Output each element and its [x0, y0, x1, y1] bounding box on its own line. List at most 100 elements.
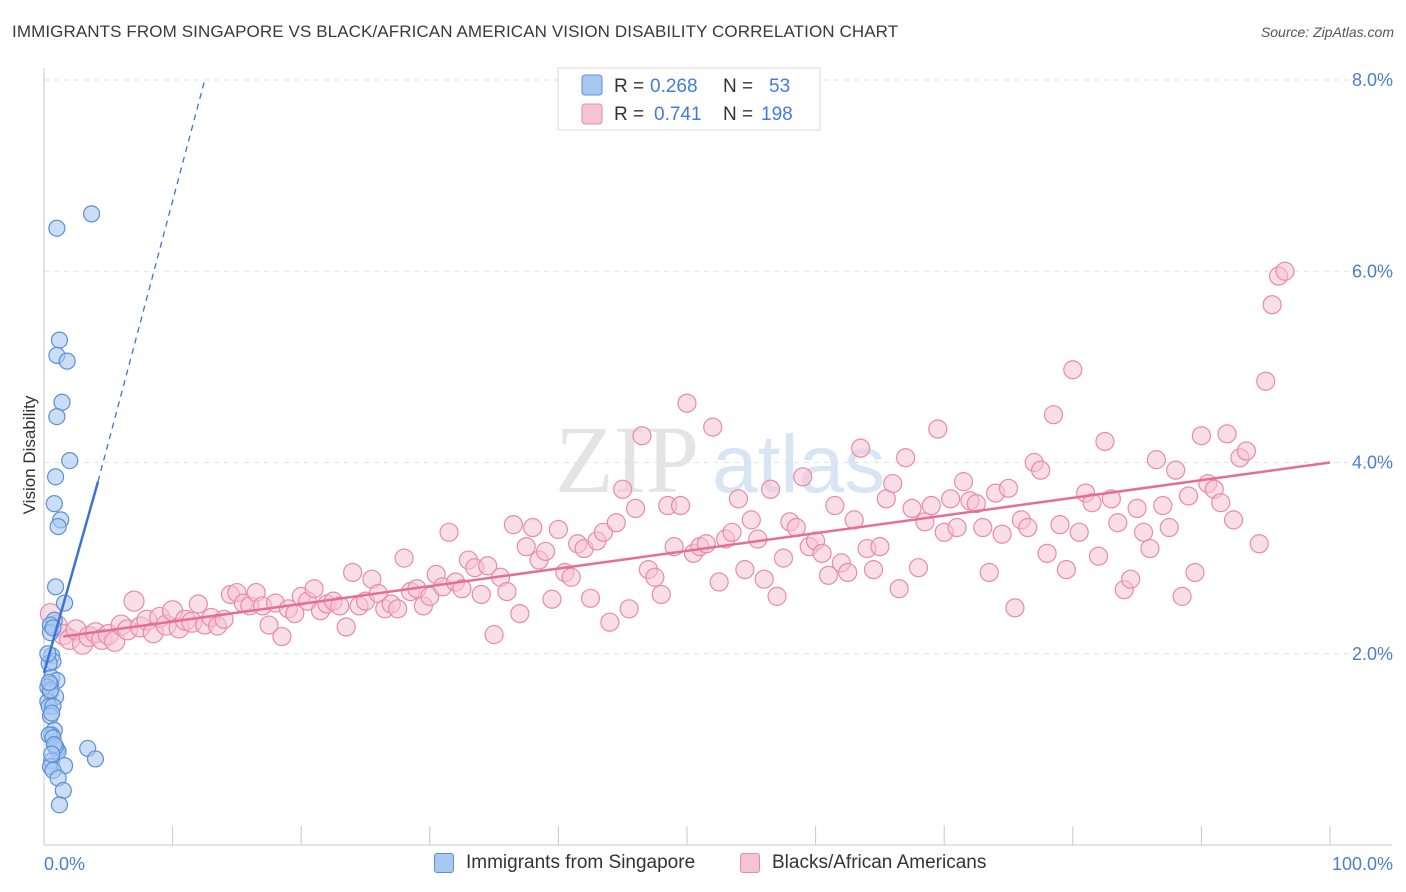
pink-point [503, 515, 523, 535]
pink-point [542, 589, 562, 609]
blue-point [61, 451, 79, 470]
pink-point [259, 615, 279, 635]
pink-point [870, 537, 890, 557]
pink-point [1178, 486, 1199, 506]
pink-point [1146, 450, 1166, 470]
pink-trend-line [63, 461, 1331, 638]
pink-point [1095, 431, 1115, 452]
source-label: Source: ZipAtlas.com [1260, 24, 1394, 40]
pink-point [330, 596, 350, 616]
legend-n-value-1: 198 [761, 104, 793, 125]
pink-point [896, 448, 916, 468]
pink-point [625, 498, 646, 518]
pink-point [1172, 586, 1192, 606]
pink-point [1185, 562, 1205, 583]
bottom-legend-item-pink: Blacks/African Americans [740, 852, 986, 874]
pink-point [1127, 498, 1147, 518]
pink-point [1217, 424, 1237, 444]
blue-point [53, 393, 71, 411]
pink-point [979, 562, 999, 583]
pink-point [1082, 493, 1102, 513]
blue-series [39, 205, 105, 814]
pink-point [947, 517, 967, 538]
chart-title: IMMIGRANTS FROM SINGAPORE VS BLACK/AFRIC… [12, 22, 899, 41]
pink-point [1108, 513, 1128, 533]
bottom-legend-label-blue: Immigrants from Singapore [466, 852, 696, 873]
pink-point [600, 612, 620, 632]
pink-point [1236, 441, 1257, 461]
pink-point [188, 594, 208, 614]
pink-point [1050, 515, 1070, 535]
blue-point [58, 352, 76, 370]
x-tick-label-0: 0.0% [44, 854, 85, 874]
legend-n-value-0: 53 [769, 76, 790, 97]
pink-point [1153, 495, 1173, 516]
legend-n-label-1: N = [723, 104, 753, 125]
pink-point [1031, 460, 1051, 480]
pink-point [1166, 460, 1186, 480]
pink-point [497, 581, 517, 602]
pink-point [593, 522, 614, 542]
pink-point [1018, 517, 1038, 538]
blue-point [48, 219, 66, 237]
blue-point [46, 578, 65, 596]
pink-point [760, 479, 781, 499]
pink-point [670, 495, 691, 516]
blue-point [50, 331, 69, 349]
pink-point [883, 473, 903, 494]
pink-point [941, 489, 961, 509]
pink-point [908, 558, 929, 578]
pink-point [523, 517, 543, 538]
pink-point [651, 584, 671, 605]
pink-point [754, 569, 774, 589]
pink-point [439, 522, 459, 542]
pink-point [516, 537, 536, 557]
bottom-legend-item-blue: Immigrants from Singapore [434, 852, 695, 874]
blue-point [45, 495, 63, 513]
pink-point [818, 565, 839, 585]
pink-point [1037, 543, 1057, 563]
pink-point [343, 562, 363, 583]
y-tick-label-4: 4.0% [1352, 453, 1393, 473]
bottom-legend-label-pink: Blacks/African Americans [772, 852, 987, 873]
tick-labels: 2.0% 4.0% 6.0% 8.0% 0.0% 100.0% [44, 70, 1393, 874]
pink-point [645, 567, 665, 587]
blue-point [48, 408, 66, 426]
blue-trend-extension [97, 79, 206, 482]
pink-point [123, 590, 145, 612]
pink-point [973, 517, 993, 538]
pink-point [272, 626, 292, 647]
blue-point [49, 517, 67, 536]
legend-r-value-0: 0.268 [650, 76, 698, 97]
pink-point [921, 495, 941, 516]
legend-r-label-0: R = [614, 76, 644, 97]
blue-point [43, 704, 61, 722]
pink-series [39, 261, 1295, 655]
pink-point [709, 572, 729, 592]
blue-point [86, 750, 105, 768]
pink-point [992, 524, 1012, 544]
pink-point [1249, 534, 1269, 554]
blue-point [82, 205, 101, 223]
pink-point [1043, 405, 1064, 425]
pink-point [580, 588, 601, 608]
pink-point [1223, 510, 1244, 530]
y-axis-label: Vision Disability [20, 395, 39, 514]
pink-point [1275, 261, 1295, 281]
legend-swatch-blue [581, 74, 603, 96]
pink-point [388, 599, 408, 619]
pink-point [1069, 522, 1089, 542]
pink-point [928, 419, 948, 439]
pink-point [632, 426, 652, 446]
pink-point [741, 510, 761, 530]
pink-point [1088, 546, 1109, 566]
pink-point [1262, 295, 1282, 315]
blue-point [43, 745, 61, 763]
blue-point [46, 468, 65, 486]
legend-r-label-1: R = [614, 104, 644, 125]
pink-point [722, 522, 742, 542]
y-tick-label-6: 6.0% [1352, 261, 1393, 281]
pink-point [863, 559, 884, 580]
pink-point [394, 548, 414, 568]
